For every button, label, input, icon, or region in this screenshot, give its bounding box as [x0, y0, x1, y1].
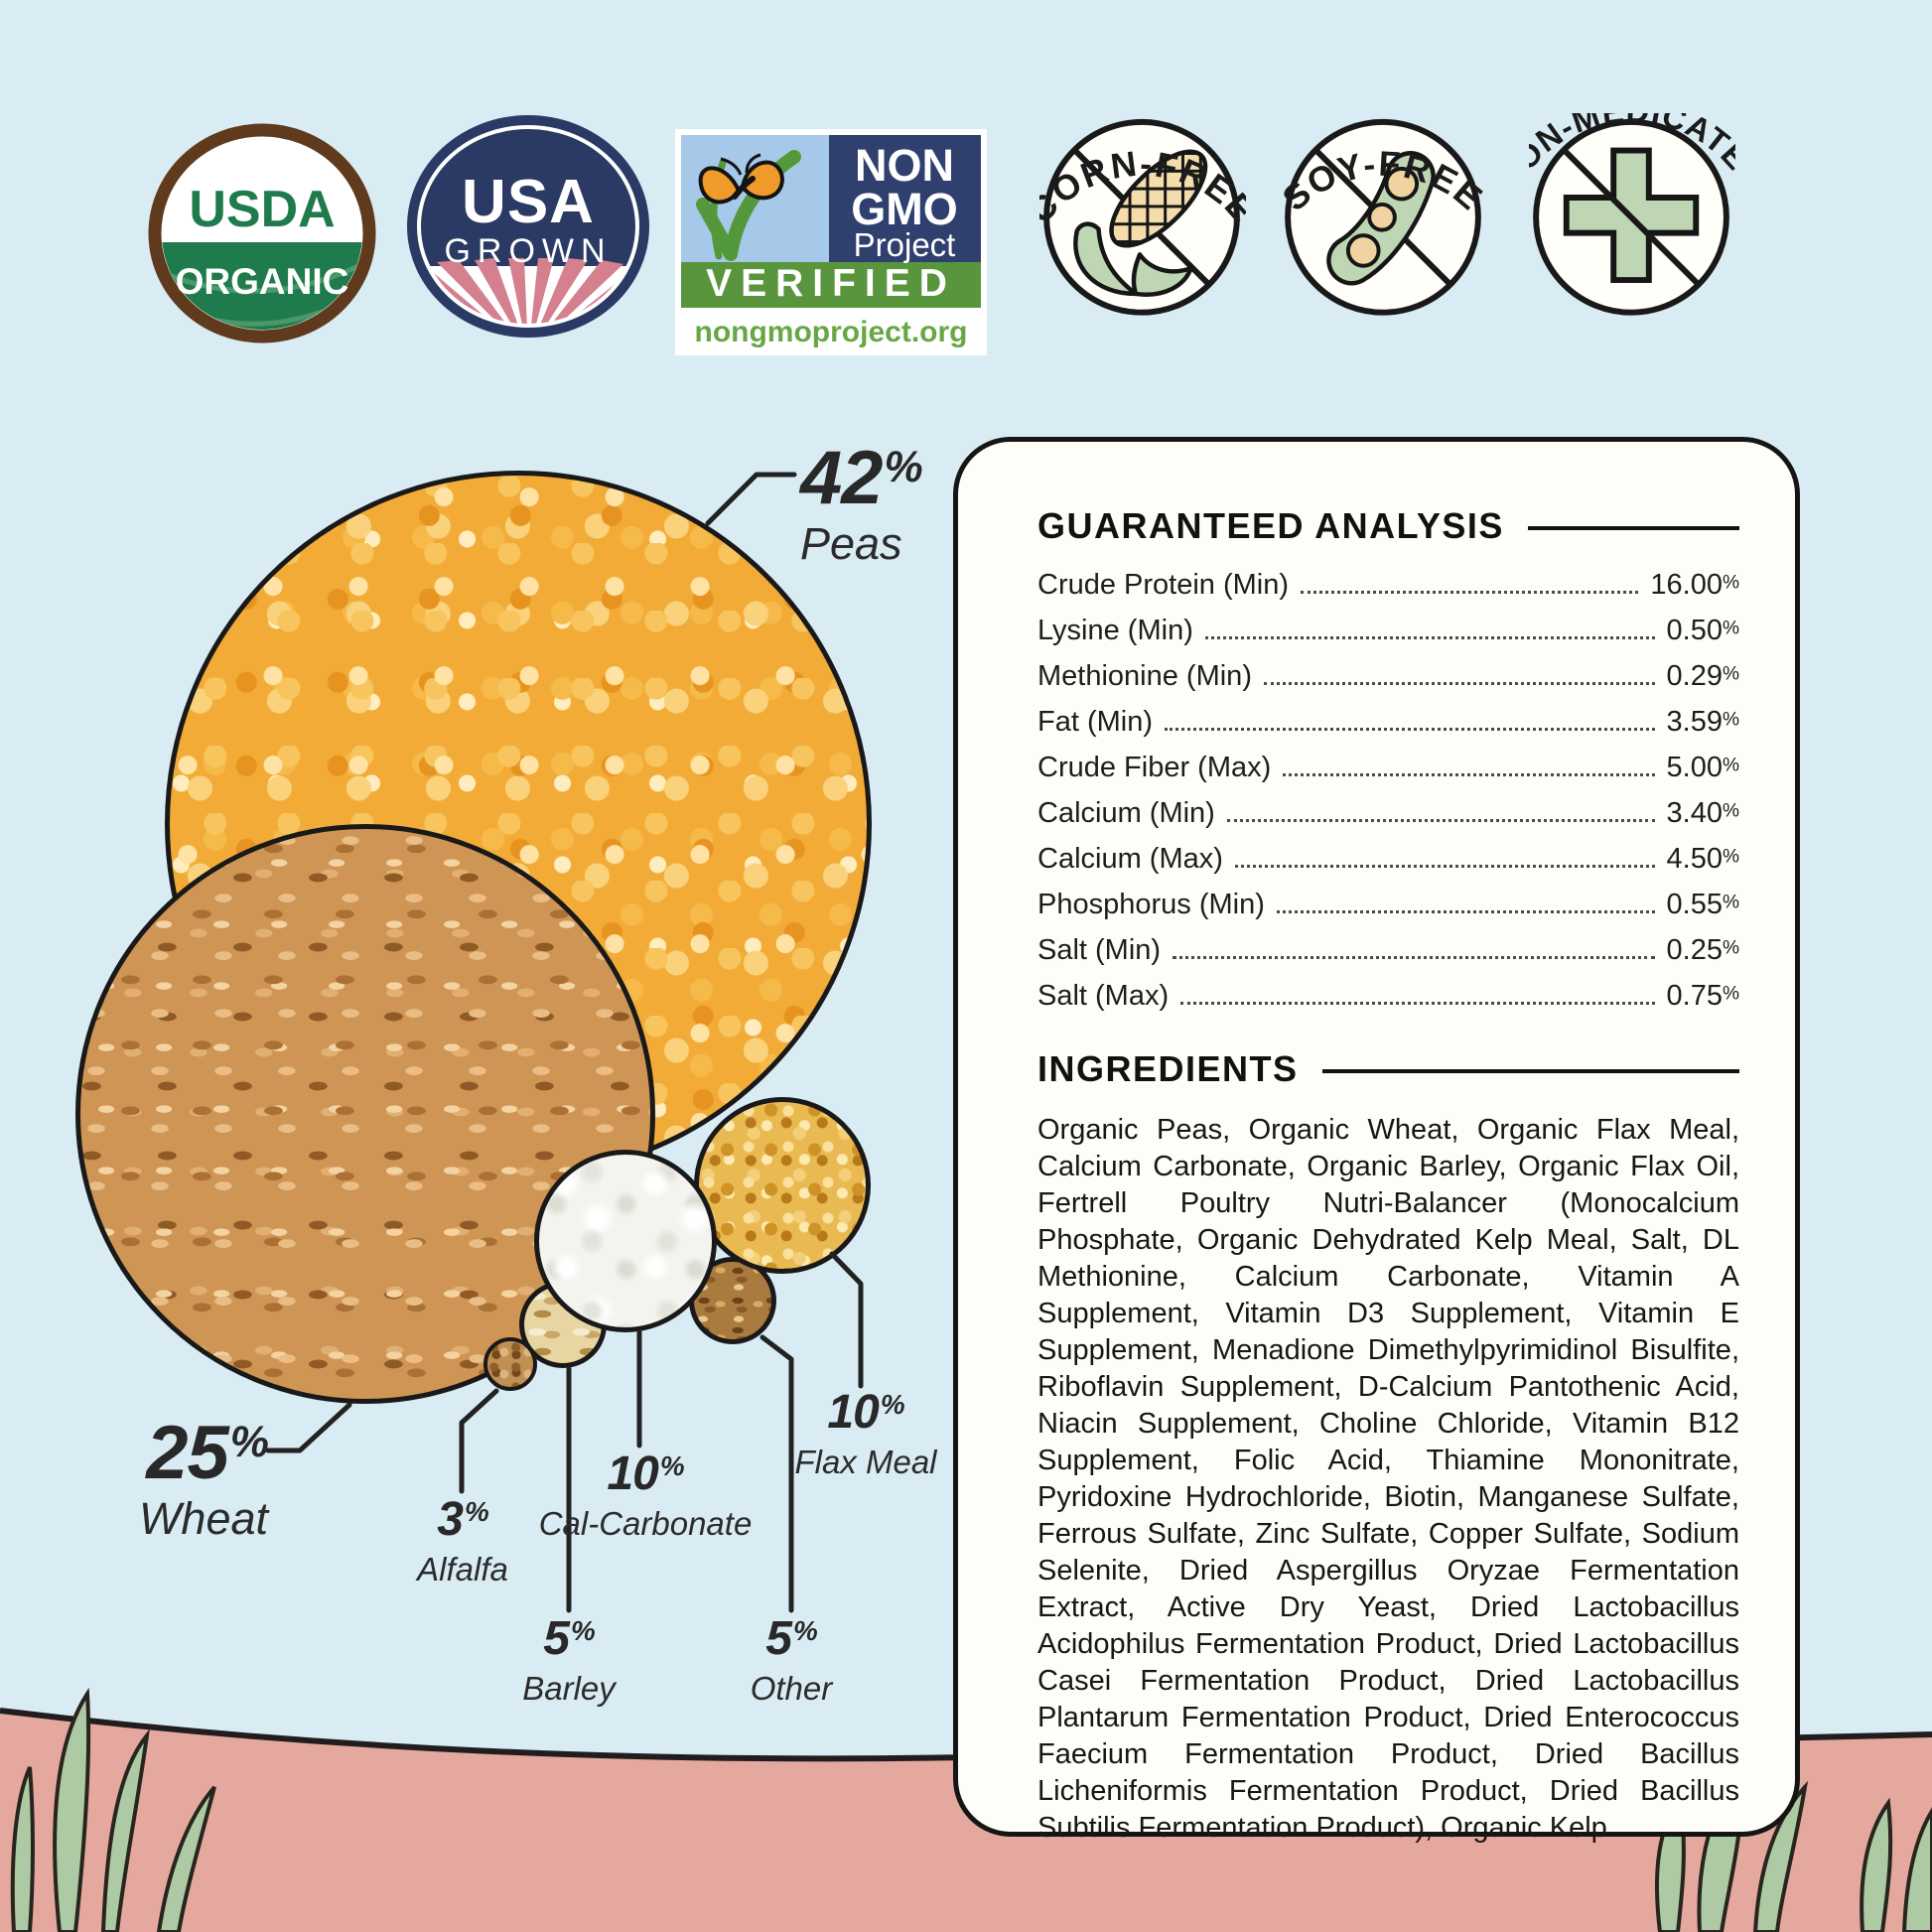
- verified-band: [681, 262, 981, 308]
- barley-share-label: 5% Barley: [522, 1612, 616, 1707]
- flax-meal-photo-circle: [694, 1097, 871, 1274]
- non-gmo-verified-badge: NON GMO Project VERIFIED nongmoproject.o…: [675, 129, 987, 355]
- corn-free-badge: CORN-FREE: [1039, 118, 1246, 316]
- analysis-row: Crude Protein (Min) 16.00%: [1037, 569, 1739, 601]
- organic-text: ORGANIC: [176, 261, 349, 302]
- non-text: NON: [855, 140, 954, 191]
- heading-rule: [1527, 526, 1739, 530]
- ingredients-heading: INGREDIENTS: [1037, 1048, 1739, 1090]
- analysis-row: Methionine (Min) 0.29%: [1037, 660, 1739, 692]
- usa-text: USA: [462, 168, 595, 236]
- project-text: Project: [854, 226, 956, 263]
- usda-organic-badge: USDA ORGANIC: [148, 123, 376, 344]
- soy-pod-icon: [1326, 151, 1436, 286]
- nutrition-panel: GUARANTEED ANALYSIS Crude Protein (Min) …: [953, 437, 1800, 1844]
- alfalfa-photo-circle: [483, 1337, 537, 1391]
- soy-free-badge: SOY-FREE: [1281, 118, 1487, 316]
- usa-grown-badge: USA GROWN: [407, 115, 649, 338]
- analysis-row: Salt (Min) 0.25%: [1037, 934, 1739, 966]
- butterfly-icon: [698, 153, 785, 205]
- corn-icon: [1073, 149, 1208, 297]
- heading-rule: [1321, 1069, 1739, 1073]
- cal-carbonate-share-label: 10% Cal-Carbonate: [538, 1448, 753, 1542]
- analysis-row: Phosphorus (Min) 0.55%: [1037, 889, 1739, 920]
- verified-text: VERIFIED: [706, 262, 956, 305]
- slash: [1562, 148, 1701, 287]
- analysis-row: Calcium (Min) 3.40%: [1037, 797, 1739, 829]
- alfalfa-share-label: 3% Alfalfa: [417, 1493, 508, 1587]
- guaranteed-analysis-table: Crude Protein (Min) 16.00% Lysine (Min) …: [1037, 569, 1739, 1013]
- ingredients-text: Organic Peas, Organic Wheat, Organic Fla…: [1037, 1114, 1739, 1844]
- analysis-row: Lysine (Min) 0.50%: [1037, 615, 1739, 646]
- analysis-row: Fat (Min) 3.59%: [1037, 706, 1739, 738]
- nongmo-url-text: nongmoproject.org: [695, 316, 968, 348]
- gmo-text: GMO: [851, 184, 958, 234]
- analysis-row: Crude Fiber (Max) 5.00%: [1037, 752, 1739, 783]
- flax-meal-share-label: 10% Flax Meal: [794, 1386, 937, 1480]
- analysis-row: Salt (Max) 0.75%: [1037, 980, 1739, 1012]
- grown-text: GROWN: [444, 232, 612, 270]
- cal-carbonate-photo-circle: [534, 1150, 717, 1332]
- usda-text: USDA: [189, 181, 335, 238]
- wheat-share-label: 25% Wheat: [138, 1411, 269, 1545]
- non-medicated-badge: NON-MEDICATED: [1529, 113, 1735, 316]
- peas-share-label: 42% Peas: [800, 436, 923, 570]
- nongmo-navy: [829, 135, 981, 262]
- guaranteed-analysis-heading: GUARANTEED ANALYSIS: [1037, 505, 1739, 547]
- analysis-row: Calcium (Max) 4.50%: [1037, 843, 1739, 875]
- other-share-label: 5% Other: [750, 1612, 833, 1707]
